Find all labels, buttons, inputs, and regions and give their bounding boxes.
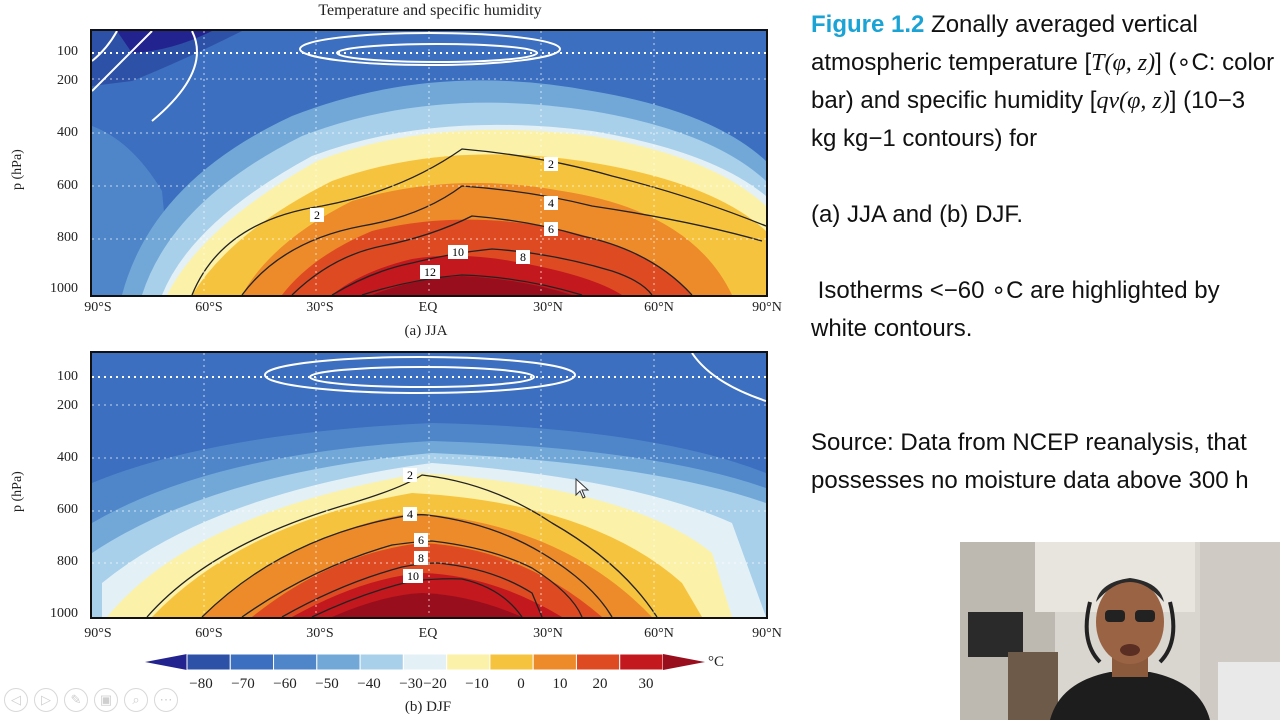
colorbar-tick: −80 (189, 676, 213, 692)
colorbar-tick: 30 (638, 676, 654, 692)
y-tick: 200 (57, 73, 78, 88)
contour-label: 8 (418, 551, 424, 565)
colorbar-segment (489, 654, 534, 670)
contour-label: 10 (452, 245, 464, 259)
panel-djf: 2 4 6 8 10 (90, 351, 768, 619)
figure-label: Figure 1.2 (811, 11, 925, 38)
humidity-symbol: qv (1096, 88, 1120, 114)
caption-line2: ] (∘C: color bar) and specific humidity … (811, 49, 1275, 114)
x-tick: 90°S (84, 626, 112, 641)
colorbar-segment (186, 654, 231, 670)
contour-label: 2 (314, 208, 320, 222)
colorbar-tick: −10 (465, 676, 489, 692)
panel-caption-a: (a) JJA (404, 323, 448, 339)
temperature-symbol: T (1091, 50, 1105, 76)
x-tick: 90°S (84, 300, 112, 315)
caption-text: Figure 1.2 Zonally averaged vertical atm… (811, 6, 1276, 500)
colorbar-tick: 20 (592, 676, 608, 692)
colorbar-segment (359, 654, 404, 670)
next-icon[interactable]: ▷ (34, 688, 58, 712)
colorbar-segment (273, 654, 318, 670)
colorbar-segment (619, 654, 664, 670)
colorbar-tick: −30 (399, 676, 423, 692)
y-tick: 600 (57, 502, 78, 517)
slide-toolbar: ◁ ▷ ✎ ▣ ⌕ ⋯ (4, 688, 178, 714)
prev-icon[interactable]: ◁ (4, 688, 28, 712)
x-tick: 60°N (644, 300, 674, 315)
contour-label: 4 (548, 196, 554, 210)
contour-label: 12 (424, 265, 436, 279)
contour-label: 10 (407, 569, 419, 583)
x-tick: 90°N (752, 300, 782, 315)
x-tick: EQ (418, 626, 438, 641)
colorbar-segment (402, 654, 448, 670)
y-tick: 800 (57, 554, 78, 569)
colorbar-extension-low (145, 654, 187, 670)
colorbar-tick: −60 (273, 676, 297, 692)
caption-paragraph-1: Figure 1.2 Zonally averaged vertical atm… (811, 6, 1276, 158)
y-tick: 100 (57, 44, 78, 59)
presenter-video-image (960, 542, 1280, 720)
colorbar-tick: 0 (517, 676, 525, 692)
x-tick: 60°S (195, 626, 223, 641)
contour-label: 2 (407, 468, 413, 482)
caption-isotherms: Isotherms <−60 ∘C are highlighted by whi… (811, 277, 1227, 342)
temperature-args: (φ, z) (1104, 50, 1156, 76)
contour-label: 6 (548, 222, 554, 236)
colorbar-tick: −40 (357, 676, 381, 692)
humidity-args: (φ, z) (1119, 88, 1170, 114)
y-tick: 1000 (50, 606, 78, 621)
webcam-video (960, 542, 1280, 720)
pen-icon[interactable]: ✎ (64, 688, 88, 712)
y-tick: 1000 (50, 281, 78, 296)
caption-panels: (a) JJA and (b) DJF. (811, 201, 1024, 228)
y-tick: 800 (57, 230, 78, 245)
colorbar-segment (316, 654, 361, 670)
caption-line3: ] (10−3 kg kg−1 contours) for (811, 87, 1246, 152)
figure: Temperature and specific humidity p (hPa… (10, 2, 782, 715)
plot-title: Temperature and specific humidity (318, 2, 542, 19)
x-tick: 30°N (533, 300, 563, 315)
x-tick: 30°N (533, 626, 563, 641)
x-tick: 60°S (195, 300, 223, 315)
colorbar (145, 654, 705, 670)
colorbar-tick: −70 (231, 676, 255, 692)
colorbar-tick: 10 (552, 676, 568, 692)
x-tick: EQ (418, 300, 438, 315)
panel-caption-b: (b) DJF (404, 699, 452, 715)
x-tick: 30°S (306, 626, 334, 641)
colorbar-tick: −20 (423, 676, 447, 692)
colorbar-tick: −50 (315, 676, 339, 692)
colorbar-segment (532, 654, 577, 670)
colorbar-unit: °C (708, 654, 725, 670)
colorbar-segment (446, 654, 491, 670)
contour-label: 6 (418, 533, 424, 547)
y-tick: 100 (57, 369, 78, 384)
contour-label: 8 (520, 250, 526, 264)
y-tick: 400 (57, 450, 78, 465)
mouse-cursor-icon (575, 478, 590, 499)
caption-line1: Zonally averaged vertical atmospheric te… (811, 11, 1198, 76)
y-tick: 400 (57, 125, 78, 140)
more-icon[interactable]: ⋯ (154, 688, 178, 712)
caption-source: Source: Data from NCEP reanalysis, that … (811, 429, 1249, 494)
colorbar-segment (229, 654, 275, 670)
slides-icon[interactable]: ▣ (94, 688, 118, 712)
y-tick: 600 (57, 178, 78, 193)
contour-label: 2 (548, 157, 554, 171)
zoom-icon[interactable]: ⌕ (124, 688, 148, 712)
x-tick: 90°N (752, 626, 782, 641)
y-tick: 200 (57, 398, 78, 413)
contour-label: 4 (407, 507, 413, 521)
colorbar-extension-high (663, 654, 705, 670)
x-tick: 30°S (306, 300, 334, 315)
panel-jja: 2 2 4 6 8 10 12 (90, 29, 768, 297)
x-tick: 60°N (644, 626, 674, 641)
colorbar-segment (575, 654, 621, 670)
